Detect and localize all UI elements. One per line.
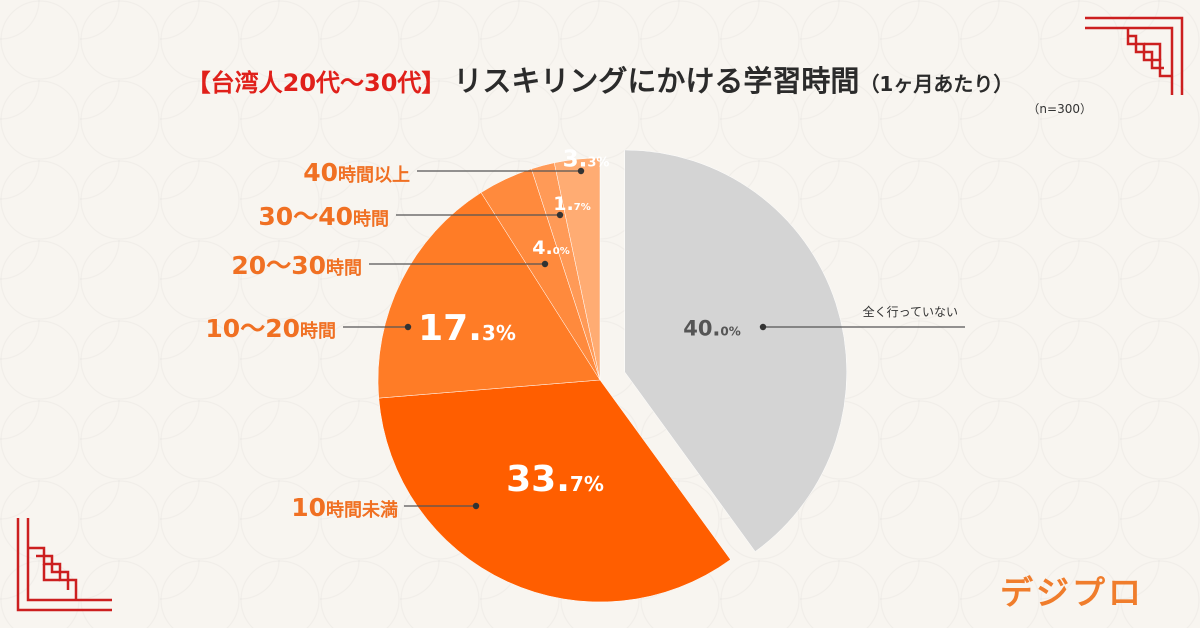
category-label-5: 40時間以上	[303, 158, 410, 187]
title-main: リスキリングにかける学習時間	[453, 64, 860, 98]
leader-dot-2	[404, 323, 412, 331]
value-label-4: 1.7%	[553, 193, 590, 215]
category-label-3: 20～30時間	[231, 251, 362, 280]
chart-title: 【台湾人20代～30代】 リスキリングにかける学習時間（1ヶ月あたり）	[0, 58, 1200, 100]
value-label-3: 4.0%	[532, 237, 569, 259]
value-label-0: 40.0%	[683, 317, 741, 341]
leader-dot-5	[577, 167, 585, 175]
leader-dot-3	[541, 260, 549, 268]
category-label-1: 10時間未満	[291, 493, 398, 522]
category-label-0: 全く行っていない	[863, 304, 958, 319]
corner-ornament-bottom-left	[16, 518, 112, 612]
corner-ornament-top-right	[1085, 16, 1184, 95]
leader-dot-4	[556, 211, 564, 219]
category-label-4: 30～40時間	[258, 202, 389, 231]
leader-dot-1	[472, 502, 480, 510]
category-label-2: 10～20時間	[205, 314, 336, 343]
title-unit: （1ヶ月あたり）	[859, 72, 1014, 96]
value-label-5: 3.3%	[563, 146, 610, 172]
pie-slice-0	[624, 149, 847, 552]
brand-logo: デジプロ	[1000, 573, 1144, 612]
pie-slice-2	[377, 192, 601, 399]
pie-slice-5	[554, 157, 601, 381]
title-prefix: 【台湾人20代～30代】	[186, 69, 446, 97]
value-label-2: 17.3%	[418, 308, 516, 349]
sample-size: （n=300）	[1027, 102, 1092, 116]
pie-slice-1	[378, 379, 731, 603]
value-label-1: 33.7%	[506, 459, 604, 500]
leader-dot-0	[759, 323, 767, 331]
